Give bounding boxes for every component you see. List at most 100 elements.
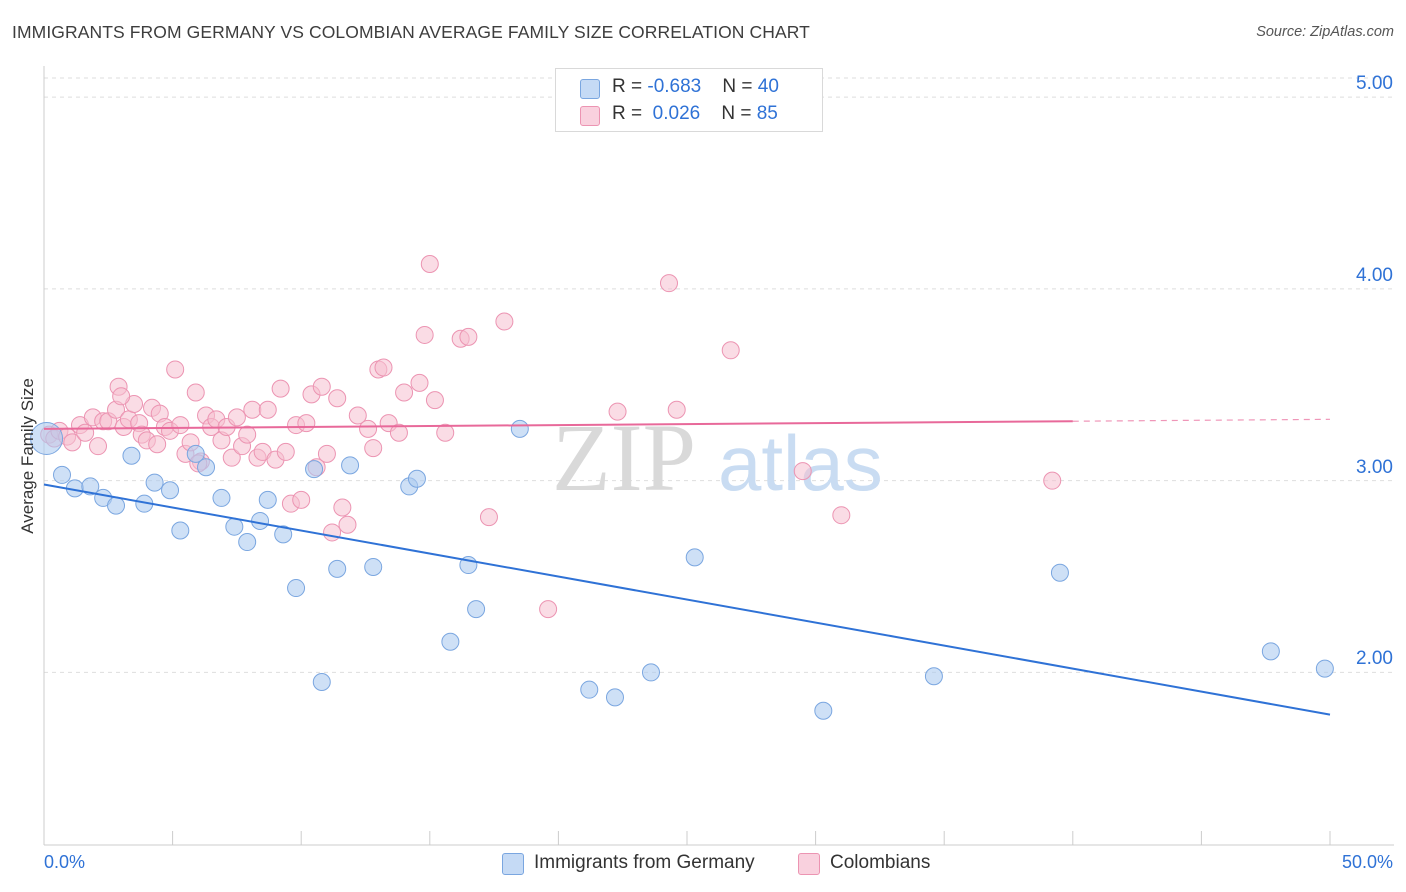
germany-point — [924, 667, 943, 686]
colombians-points — [40, 254, 1062, 619]
legend-n-label: N = — [722, 76, 758, 97]
colombians-point — [374, 358, 393, 377]
colombians-point — [89, 437, 108, 456]
legend-swatch-pink — [798, 853, 820, 875]
colombians-point — [721, 341, 740, 360]
legend-r-value: -0.683 — [647, 76, 702, 97]
y-tick-label: 5.00 — [1356, 73, 1393, 95]
colombians-point — [1043, 471, 1062, 490]
germany-point — [312, 673, 331, 692]
legend-n-value: 85 — [756, 103, 778, 124]
germany-point — [1050, 563, 1069, 582]
colombians-point — [258, 400, 277, 419]
germany-point — [238, 533, 257, 552]
colombians-point — [243, 400, 262, 419]
y-axis-label: Average Family Size — [18, 378, 37, 534]
watermark-zip: ZIP — [552, 404, 696, 511]
germany-point — [605, 688, 624, 707]
germany-point — [305, 460, 324, 479]
germany-point — [641, 663, 660, 682]
colombians-point — [608, 402, 627, 421]
legend-swatch-pink — [580, 106, 600, 126]
legend-n-value: 40 — [757, 76, 779, 97]
colombians-point — [297, 414, 316, 433]
colombians-point — [410, 373, 429, 392]
colombians-point — [317, 444, 336, 463]
y-tick-label: 2.00 — [1356, 648, 1393, 670]
germany-point — [161, 481, 180, 500]
germany-point — [1261, 642, 1280, 661]
colombians-point — [420, 254, 439, 273]
colombians-point — [338, 515, 357, 534]
germany-point — [274, 525, 293, 544]
x-tick-label-max: 50.0% — [1341, 852, 1393, 872]
legend-n-label: N = — [721, 103, 757, 124]
germany-point — [197, 458, 216, 477]
x-tick-label-min: 0.0% — [44, 852, 86, 872]
germany-point — [122, 446, 141, 465]
colombians-point — [227, 408, 246, 427]
colombians-point — [793, 462, 812, 481]
germany-point — [685, 548, 704, 567]
germany-point — [341, 456, 360, 475]
colombians-point — [479, 508, 498, 527]
germany-point — [258, 490, 277, 509]
germany-point — [145, 473, 164, 492]
colombians-point — [148, 435, 167, 454]
colombians-point — [659, 274, 678, 293]
germany-point — [186, 444, 205, 463]
germany-point — [467, 600, 486, 619]
colombians-point — [459, 327, 478, 346]
colombians-point — [425, 391, 444, 410]
colombians-point — [667, 400, 686, 419]
colombians-point — [436, 423, 455, 442]
colombians-point — [395, 383, 414, 402]
colombians-point — [312, 377, 331, 396]
colombians-point — [112, 387, 131, 406]
colombians-point — [333, 498, 352, 517]
germany-point — [510, 419, 529, 438]
colombians-point — [271, 379, 290, 398]
colombians-trend-extension — [1072, 418, 1331, 422]
colombians-point — [495, 312, 514, 331]
colombians-trend-line — [43, 420, 1073, 430]
germany-point — [30, 421, 64, 455]
colombians-point — [359, 419, 378, 438]
colombians-point — [186, 383, 205, 402]
colombians-point — [415, 325, 434, 344]
colombians-point — [276, 442, 295, 461]
germany-point — [814, 701, 833, 720]
germany-point — [287, 579, 306, 598]
chart-title: IMMIGRANTS FROM GERMANY VS COLOMBIAN AVE… — [12, 22, 810, 42]
colombians-point — [171, 416, 190, 435]
legend-label-colombians: Colombians — [830, 852, 931, 873]
legend-r-value: 0.026 — [647, 103, 701, 124]
germany-point — [328, 559, 347, 578]
legend-swatch-blue — [580, 79, 600, 99]
colombians-point — [323, 523, 342, 542]
colombians-point — [328, 389, 347, 408]
germany-point — [441, 632, 460, 651]
legend-label-germany: Immigrants from Germany — [534, 852, 755, 873]
colombians-point — [63, 433, 82, 452]
colombians-point — [76, 423, 95, 442]
legend-swatch-blue — [502, 853, 524, 875]
germany-point — [107, 496, 126, 515]
trend-lines — [43, 418, 1331, 716]
germany-point — [81, 477, 100, 496]
y-tick-label: 3.00 — [1356, 456, 1393, 478]
colombians-point — [222, 448, 241, 467]
germany-point — [251, 511, 270, 530]
germany-point — [580, 680, 599, 699]
germany-point — [212, 488, 231, 507]
watermark: ZIP atlas — [552, 404, 883, 511]
germany-point — [225, 517, 244, 536]
colombians-point — [292, 490, 311, 509]
stats-legend: R = -0.683 N = 40 R = 0.026 N = 85 — [555, 68, 823, 132]
grid-lines — [44, 77, 1394, 673]
germany-point — [364, 557, 383, 576]
germany-trend-line — [43, 483, 1331, 716]
colombians-point — [238, 425, 257, 444]
germany-points — [30, 419, 1334, 720]
